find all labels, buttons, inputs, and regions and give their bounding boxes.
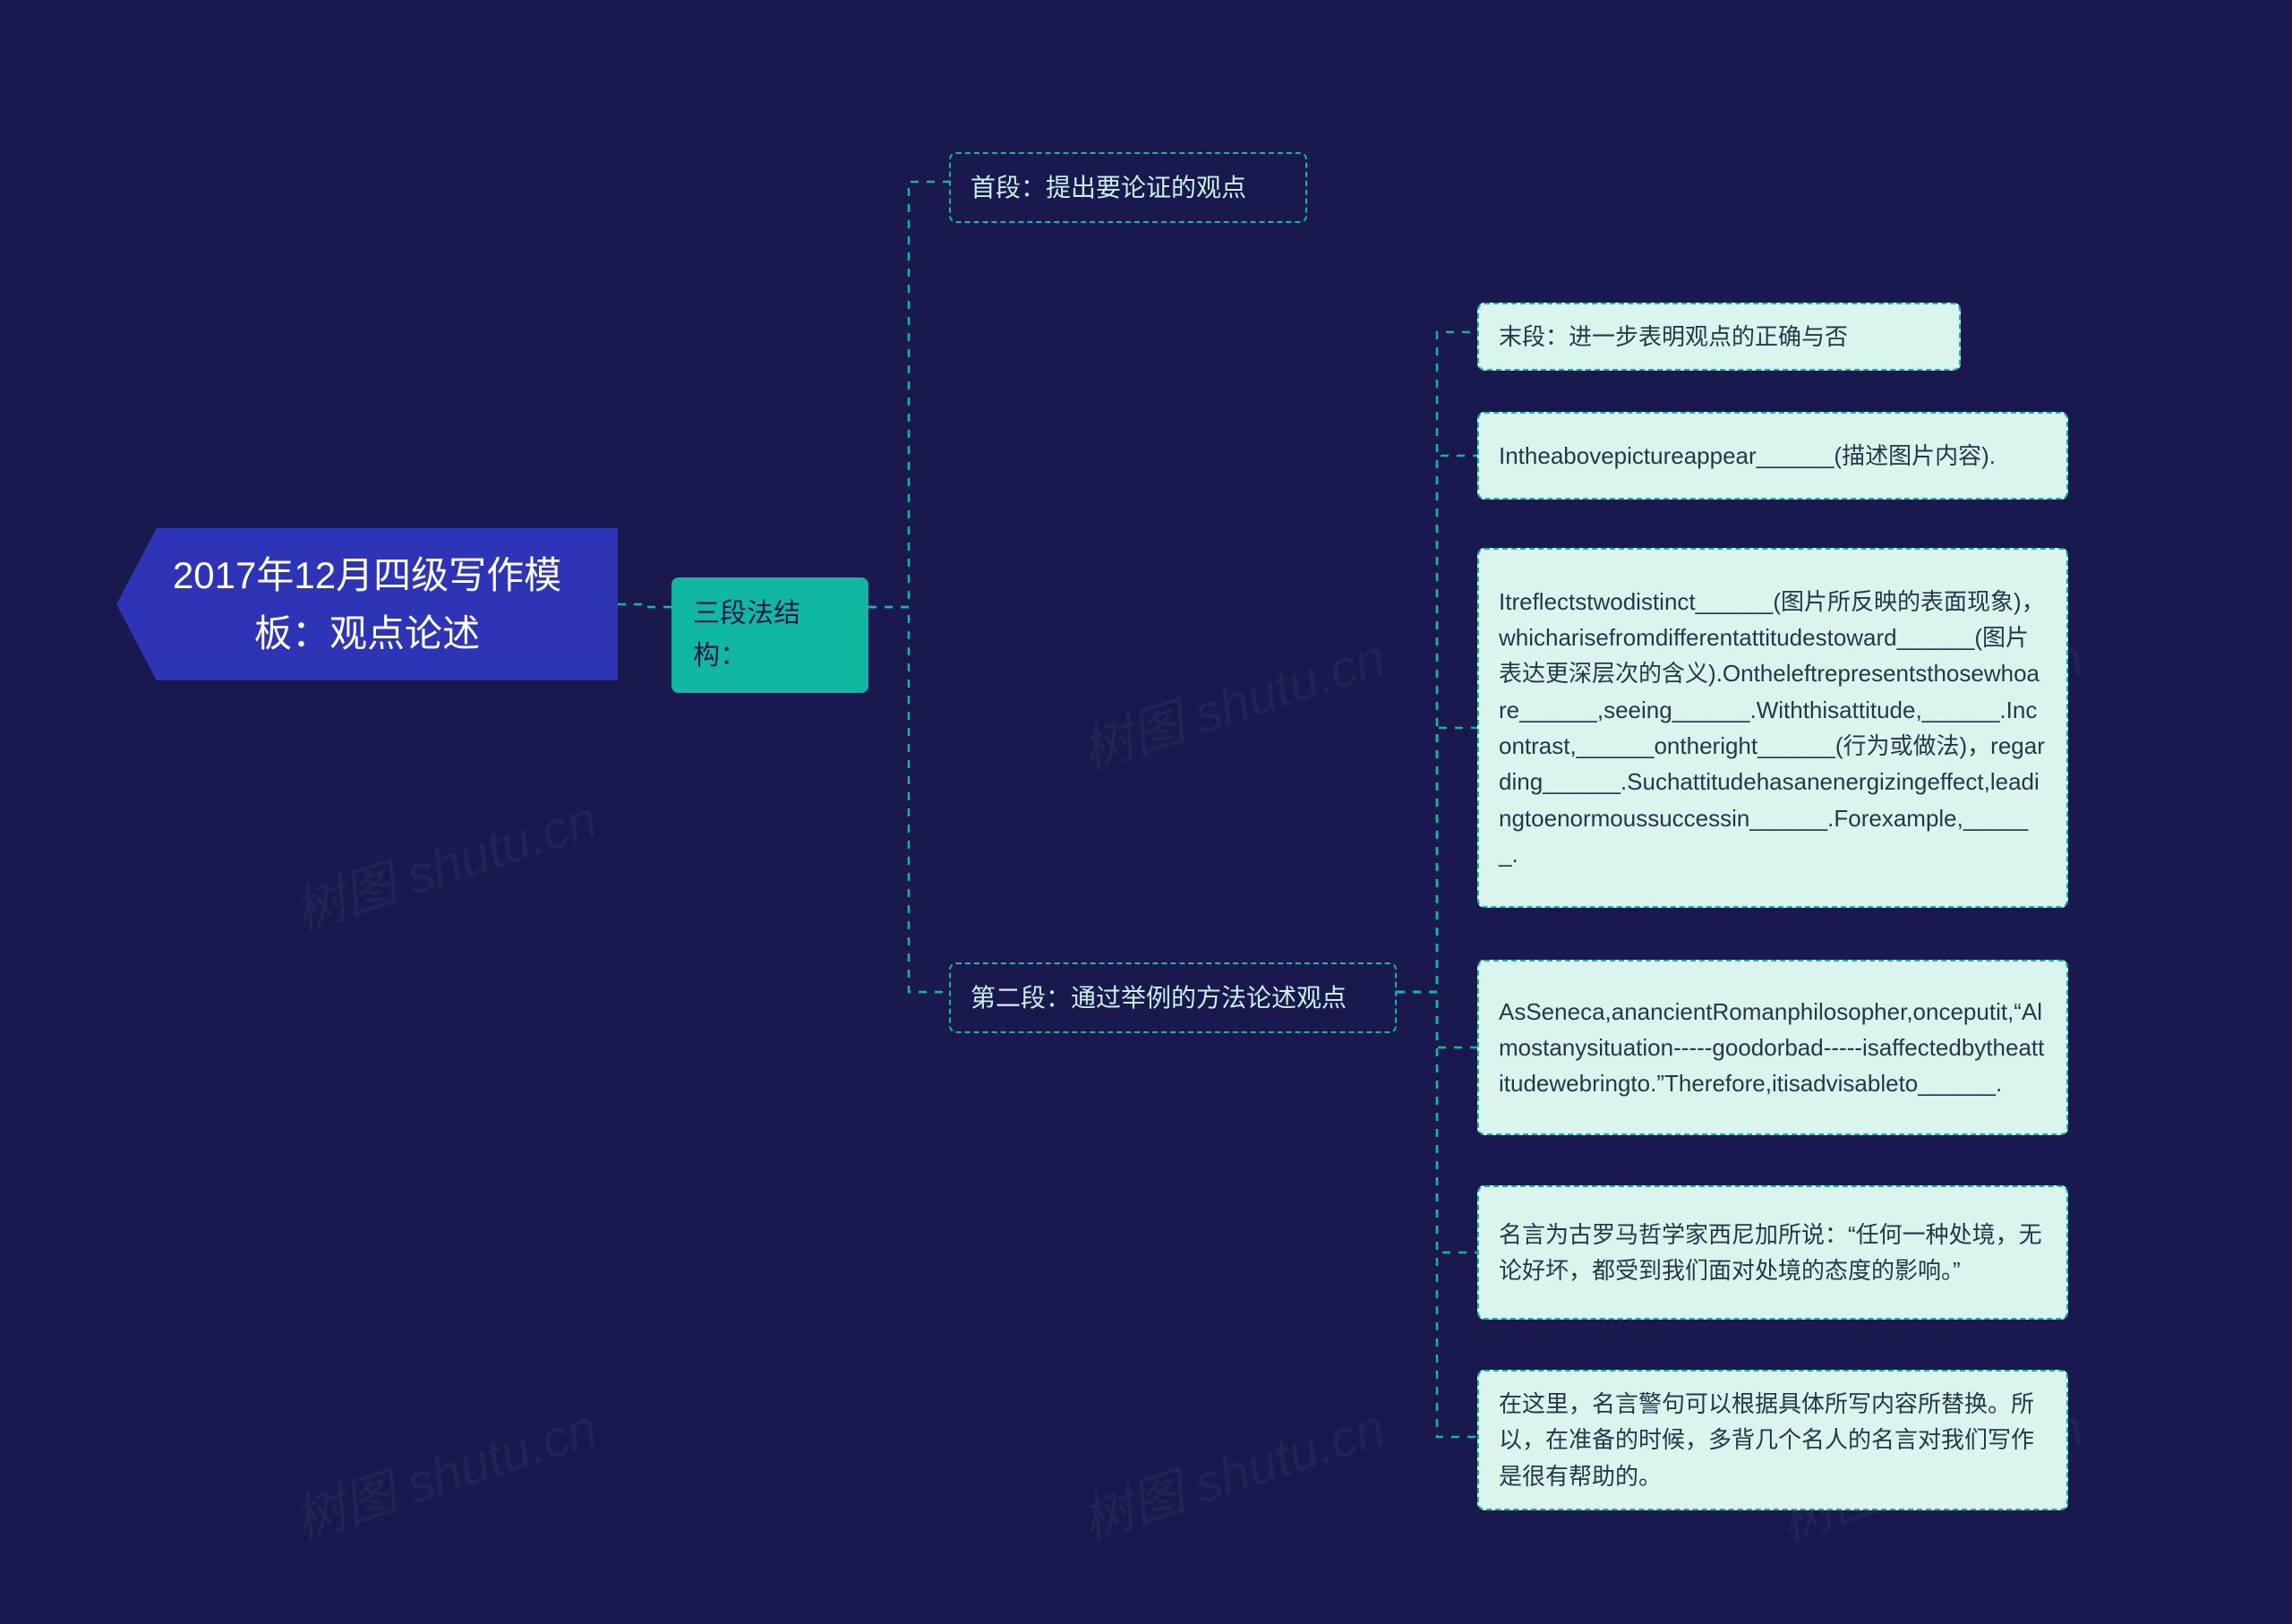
leaf-advice[interactable]: 在这里，名言警句可以根据具体所写内容所替换。所以，在准备的时候，多背几个名人的名… (1477, 1370, 2068, 1510)
leaf-template-2[interactable]: Itreflectstwodistinct______(图片所反映的表面现象)，… (1477, 548, 2068, 908)
watermark: 树图 shutu.cn (1071, 616, 1393, 784)
watermark: 树图 shutu.cn (1071, 1386, 1393, 1554)
leaf-template-3[interactable]: AsSeneca,anancientRomanphilosopher,oncep… (1477, 960, 2068, 1135)
leaf-template-1[interactable]: Intheabovepictureappear______(描述图片内容). (1477, 412, 2068, 500)
leaf-final-para-label: 末段：进一步表明观点的正确与否 (1499, 319, 1848, 355)
para2-label: 第二段：通过举例的方法论述观点 (971, 979, 1347, 1017)
watermark: 树图 shutu.cn (283, 777, 605, 945)
structure-node[interactable]: 三段法结构： (671, 577, 868, 693)
root-node[interactable]: 2017年12月四级写作模板：观点论述 (116, 528, 618, 680)
para1-node[interactable]: 首段：提出要论证的观点 (949, 152, 1307, 223)
para1-label: 首段：提出要论证的观点 (971, 168, 1246, 207)
watermark: 树图 shutu.cn (283, 1386, 605, 1554)
leaf-template-3-label: AsSeneca,anancientRomanphilosopher,oncep… (1499, 994, 2047, 1102)
para2-node[interactable]: 第二段：通过举例的方法论述观点 (949, 962, 1397, 1033)
leaf-advice-label: 在这里，名言警句可以根据具体所写内容所替换。所以，在准备的时候，多背几个名人的名… (1499, 1386, 2047, 1494)
structure-label: 三段法结构： (693, 594, 847, 677)
leaf-final-para[interactable]: 末段：进一步表明观点的正确与否 (1477, 303, 1961, 371)
leaf-template-1-label: Intheabovepictureappear______(描述图片内容). (1499, 438, 1996, 474)
leaf-quote-translation-label: 名言为古罗马哲学家西尼加所说：“任何一种处境，无论好坏，都受到我们面对处境的态度… (1499, 1217, 2047, 1289)
root-label: 2017年12月四级写作模板：观点论述 (136, 546, 598, 662)
leaf-quote-translation[interactable]: 名言为古罗马哲学家西尼加所说：“任何一种处境，无论好坏，都受到我们面对处境的态度… (1477, 1185, 2068, 1320)
leaf-template-2-label: Itreflectstwodistinct______(图片所反映的表面现象)，… (1499, 584, 2047, 872)
